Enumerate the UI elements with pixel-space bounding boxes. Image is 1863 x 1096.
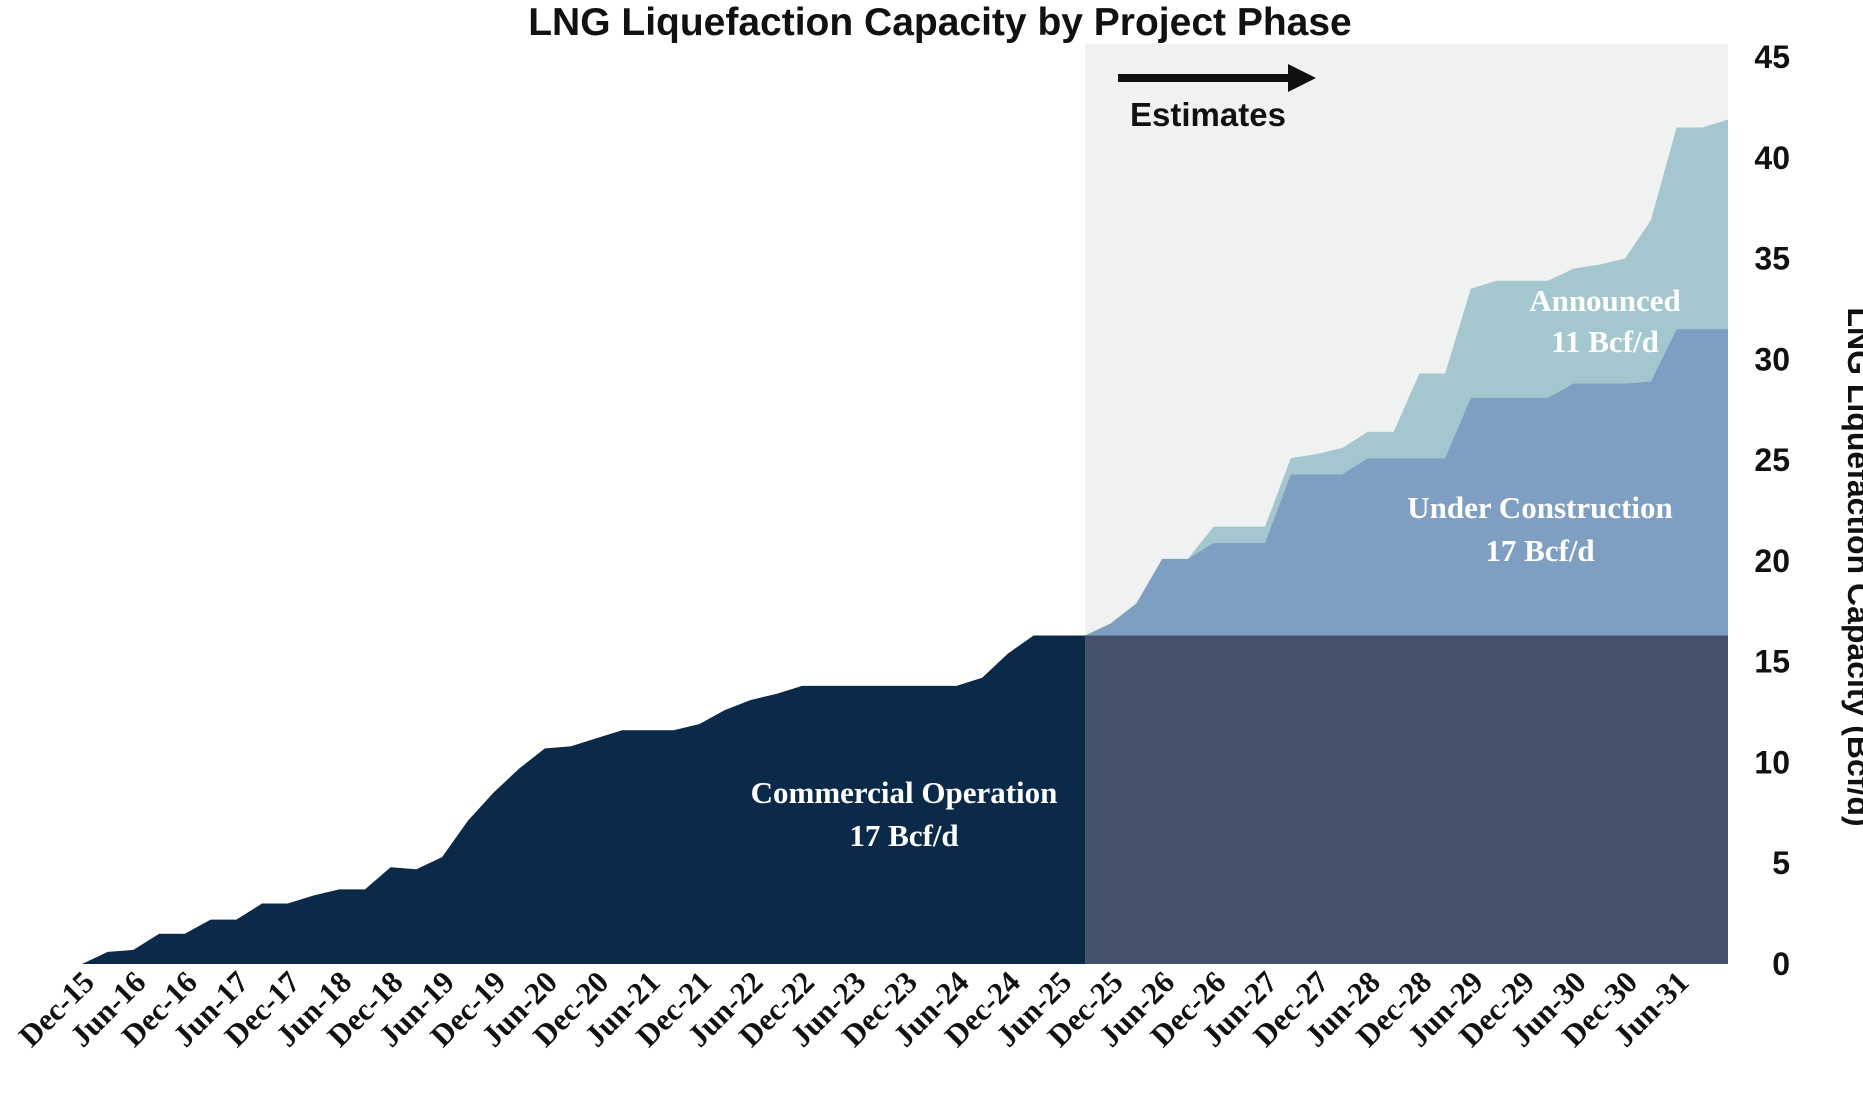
y-tick-label: 25 [1754,442,1790,478]
under-construction-area [1085,329,1728,636]
y-tick-label: 40 [1754,140,1790,176]
chart-title: LNG Liquefaction Capacity by Project Pha… [528,1,1352,44]
y-tick-label: 5 [1772,845,1790,881]
announced-area [1085,119,1728,636]
y-tick-label: 45 [1754,39,1790,75]
y-tick-label: 30 [1754,341,1790,377]
x-axis-ticks: Dec-15Jun-16Dec-16Jun-17Dec-17Jun-18Dec-… [12,964,1696,1053]
announced-value: 11 Bcf/d [1551,324,1659,359]
y-tick-label: 15 [1754,644,1790,680]
y-axis-title: LNG Liquefaction Capacity (Bcf/d) [1841,307,1863,826]
y-tick-label: 35 [1754,241,1790,277]
commercial-operation-area-actual [82,635,1086,964]
commercial-operation-label: Commercial Operation [751,775,1058,810]
under-construction-value: 17 Bcf/d [1485,533,1594,568]
y-tick-label: 0 [1772,946,1790,982]
commercial-operation-area-estimate [1085,635,1728,964]
area-series-group [82,119,1728,964]
y-tick-label: 20 [1754,543,1790,579]
commercial-operation-value: 17 Bcf/d [849,818,958,853]
estimates-label: Estimates [1130,96,1286,133]
announced-label: Announced [1529,283,1681,318]
y-axis-ticks: 0 5 10 15 20 25 30 35 40 45 [1754,39,1790,982]
estimates-arrow-icon [1118,64,1316,92]
under-construction-label: Under Construction [1407,490,1673,525]
y-tick-label: 10 [1754,744,1790,780]
